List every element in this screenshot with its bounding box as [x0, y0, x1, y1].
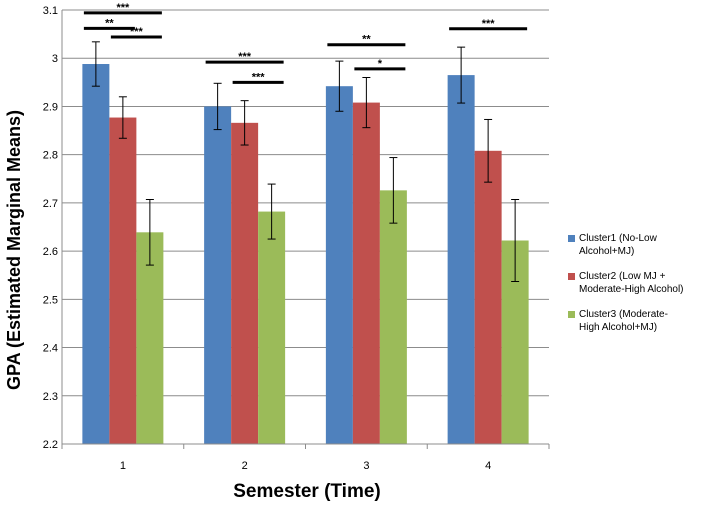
bar-cluster2	[109, 117, 137, 444]
legend-label-cluster2: Cluster2 (Low MJ + Moderate-High Alcohol…	[579, 271, 684, 295]
y-tick-label: 3.1	[43, 5, 58, 17]
significance-label: ***	[116, 2, 130, 14]
y-tick-label: 2.7	[43, 198, 58, 210]
x-tick-label: 2	[242, 460, 248, 472]
y-axis-ticks: 2.2 2.3 2.4 2.5 2.6 2.7 2.8 2.9 3 3.1	[43, 5, 58, 451]
legend: Cluster1 (No-Low Alcohol+MJ) Cluster2 (L…	[568, 232, 714, 346]
legend-swatch-cluster1	[568, 235, 575, 242]
y-tick-label: 2.3	[43, 391, 58, 403]
significance-label: ***	[482, 18, 496, 30]
legend-label-cluster3: Cluster3 (Moderate- High Alcohol+MJ)	[579, 309, 668, 333]
significance-label: ***	[130, 26, 144, 38]
bar-cluster2	[474, 150, 502, 444]
x-axis-label: Semester (Time)	[233, 481, 381, 502]
significance-label: **	[105, 17, 114, 29]
significance-label: *	[378, 58, 383, 70]
bar-cluster2	[231, 122, 259, 444]
x-tick-label: 3	[363, 460, 369, 472]
y-tick-label: 2.8	[43, 150, 58, 162]
y-axis-label: GPA (Estimated Marginal Means)	[4, 110, 24, 390]
bar-cluster2	[352, 102, 380, 444]
legend-item-cluster3: Cluster3 (Moderate- High Alcohol+MJ)	[568, 308, 714, 334]
x-tick-label: 1	[120, 460, 126, 472]
significance-label: **	[362, 34, 371, 46]
significance-label: ***	[238, 51, 252, 63]
error-bars	[91, 41, 520, 282]
x-axis: 1 2 3 4	[61, 10, 550, 472]
y-tick-label: 2.4	[43, 343, 58, 355]
legend-item-cluster1: Cluster1 (No-Low Alcohol+MJ)	[568, 232, 714, 258]
legend-label-cluster1: Cluster1 (No-Low Alcohol+MJ)	[579, 233, 657, 257]
y-tick-label: 3	[52, 53, 58, 65]
x-tick-label: 4	[485, 460, 491, 472]
bar-cluster1	[447, 75, 475, 444]
bar-cluster3	[258, 211, 286, 444]
y-tick-label: 2.5	[43, 294, 58, 306]
bars	[82, 64, 529, 445]
significance-label: ***	[252, 71, 266, 83]
bar-cluster1	[82, 64, 110, 445]
bar-cluster3	[379, 190, 407, 444]
legend-item-cluster2: Cluster2 (Low MJ + Moderate-High Alcohol…	[568, 270, 714, 296]
legend-swatch-cluster2	[568, 273, 575, 280]
y-tick-label: 2.2	[43, 439, 58, 451]
y-tick-label: 2.9	[43, 101, 58, 113]
bar-cluster1	[325, 86, 353, 445]
y-tick-label: 2.6	[43, 246, 58, 258]
bar-cluster1	[204, 106, 232, 444]
bar-cluster3	[136, 232, 164, 444]
significance-brackets: ********************	[83, 2, 528, 84]
legend-swatch-cluster3	[568, 311, 575, 318]
